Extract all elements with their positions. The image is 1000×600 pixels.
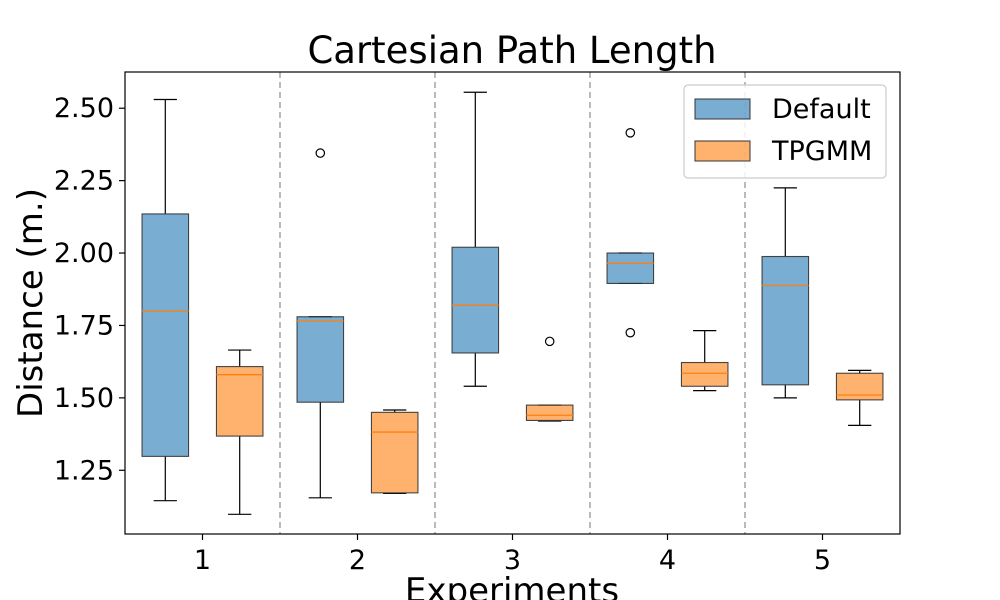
x-tick-label: 2	[349, 545, 366, 576]
legend-label: Default	[772, 94, 871, 125]
box	[296, 316, 345, 403]
box	[451, 246, 500, 354]
box	[680, 361, 729, 387]
legend: Default TPGMM	[683, 84, 887, 179]
box	[761, 255, 810, 386]
box	[141, 213, 190, 457]
outlier-point	[544, 336, 555, 347]
y-tick-label: 1.25	[54, 455, 114, 486]
legend-label: TPGMM	[771, 136, 872, 167]
box-group	[680, 330, 729, 392]
y-tick-label: 2.25	[54, 166, 114, 197]
outlier-point	[625, 128, 636, 138]
box-group	[606, 128, 655, 338]
box-group	[835, 369, 884, 426]
box	[835, 372, 884, 401]
outlier-point	[315, 148, 326, 158]
y-axis-label: Distance (m.)	[11, 188, 51, 418]
x-tick-label: 5	[814, 545, 831, 576]
legend-swatch	[694, 98, 751, 120]
x-tick-label: 1	[194, 545, 211, 576]
box	[606, 252, 655, 284]
axes: 1.25 1.50 1.75 2.00 2.25 2.50 1 2 3 4 5	[54, 93, 831, 576]
x-tick-label: 4	[659, 545, 676, 576]
box-group	[525, 336, 574, 422]
x-tick-label: 3	[504, 545, 521, 576]
box-group	[761, 187, 810, 399]
box-group	[451, 91, 500, 387]
y-tick-label: 2.50	[54, 93, 114, 124]
box-group	[141, 98, 190, 502]
outlier-point	[625, 327, 636, 338]
y-tick-label: 2.00	[54, 238, 114, 269]
box-group	[370, 409, 419, 495]
legend-swatch	[694, 140, 751, 162]
box	[525, 404, 574, 422]
y-tick-label: 1.50	[54, 383, 114, 414]
box-group	[296, 148, 345, 499]
chart-title: Cartesian Path Length	[307, 29, 716, 72]
box	[215, 366, 264, 437]
plot-area	[141, 72, 884, 534]
box-group	[215, 349, 264, 515]
y-tick-label: 1.75	[54, 310, 114, 341]
box	[370, 411, 419, 494]
x-axis-label: Experiments	[405, 571, 619, 600]
